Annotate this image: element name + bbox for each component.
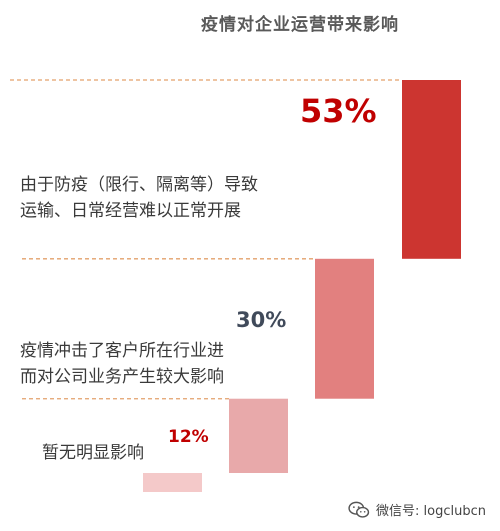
category-label-line: 疫情冲击了客户所在行业进 [20,341,224,361]
category-label-line: 暂无明显影响 [42,443,144,463]
bar-no-impact [229,398,288,473]
category-label-line: 由于防疫（限行、隔离等）导致 [20,175,258,195]
bar-base-step [143,473,202,492]
chart-title: 疫情对企业运营带来影响 [201,15,399,35]
value-label-30: 30% [236,308,287,332]
category-label-transport: 由于防疫（限行、隔离等）导致 运输、日常经营难以正常开展 [20,172,258,224]
watermark: 微信号: logclubcn [348,500,486,519]
watermark-text: 微信号: logclubcn [376,504,486,519]
wechat-icon [348,501,370,518]
category-label-line: 运输、日常经营难以正常开展 [20,201,241,221]
bar-transport [402,80,461,259]
value-label-12: 12% [168,427,209,447]
category-label-no-impact: 暂无明显影响 [42,440,144,466]
value-label-53: 53% [300,92,377,130]
category-label-customer-industry: 疫情冲击了客户所在行业进 而对公司业务产生较大影响 [20,338,224,390]
category-label-line: 而对公司业务产生较大影响 [20,367,224,387]
bar-customer-industry [315,258,374,399]
